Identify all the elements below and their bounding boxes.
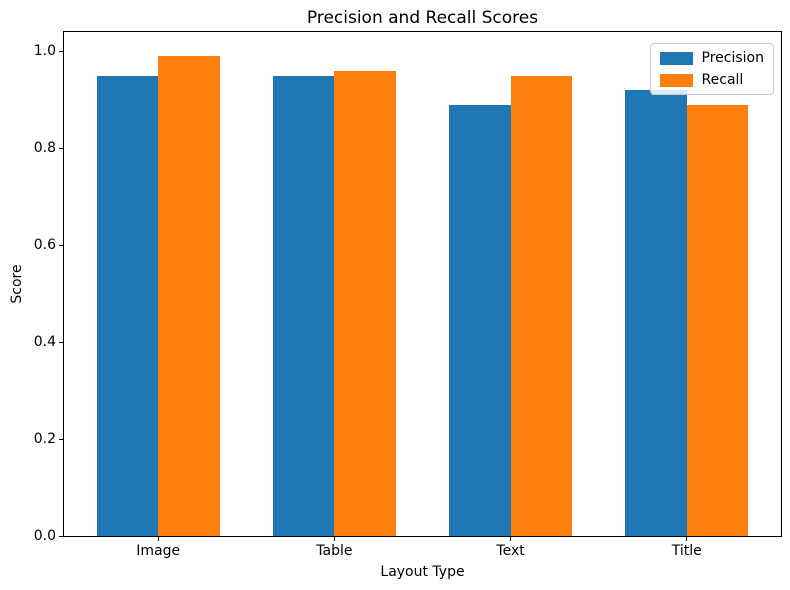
bar-recall-table bbox=[334, 70, 397, 536]
legend-label: Precision bbox=[701, 50, 764, 66]
y-tick-label: 0.2 bbox=[33, 431, 56, 448]
y-tick-mark bbox=[59, 244, 63, 246]
y-tick-mark bbox=[59, 50, 63, 52]
legend-swatch-recall bbox=[659, 73, 693, 87]
y-axis-label: Score bbox=[9, 264, 25, 304]
legend-swatch-precision bbox=[659, 51, 693, 65]
x-tick-label: Title bbox=[671, 543, 702, 559]
y-tick-mark bbox=[59, 147, 63, 149]
y-tick-label: 0.6 bbox=[33, 237, 56, 254]
y-tick-label: 0.8 bbox=[33, 140, 56, 157]
legend-item-precision: Precision bbox=[659, 50, 764, 66]
y-tick-label: 0.0 bbox=[33, 528, 56, 544]
x-tick-label: Text bbox=[496, 543, 525, 559]
y-tick-mark bbox=[59, 438, 63, 440]
bar-precision-title bbox=[625, 90, 687, 536]
bar-precision-text bbox=[448, 104, 511, 536]
bar-recall-image bbox=[158, 56, 220, 536]
bar-recall-text bbox=[510, 75, 573, 536]
x-tick-label: Image bbox=[136, 543, 181, 559]
x-tick-mark bbox=[333, 537, 335, 541]
y-tick-mark bbox=[59, 535, 63, 537]
x-tick-mark bbox=[510, 537, 512, 541]
bar-precision-image bbox=[96, 75, 159, 536]
x-axis-label: Layout Type bbox=[380, 564, 465, 580]
x-tick-mark bbox=[686, 537, 688, 541]
legend-item-recall: Recall bbox=[659, 72, 764, 88]
bar-recall-title bbox=[686, 104, 749, 536]
legend-label: Recall bbox=[701, 72, 744, 88]
y-tick-mark bbox=[59, 341, 63, 343]
legend: Precision Recall bbox=[649, 43, 774, 95]
y-tick-label: 0.4 bbox=[33, 334, 56, 351]
y-tick-label: 1.0 bbox=[33, 43, 56, 60]
x-tick-mark bbox=[157, 537, 159, 541]
chart-title: Precision and Recall Scores bbox=[306, 8, 539, 28]
plot-area: Precision Recall 0.0 0.2 0.4 0.6 0.8 1.0 Image T… bbox=[34, 31, 782, 559]
x-tick-label: Table bbox=[316, 543, 353, 559]
bar-precision-table bbox=[272, 75, 335, 536]
